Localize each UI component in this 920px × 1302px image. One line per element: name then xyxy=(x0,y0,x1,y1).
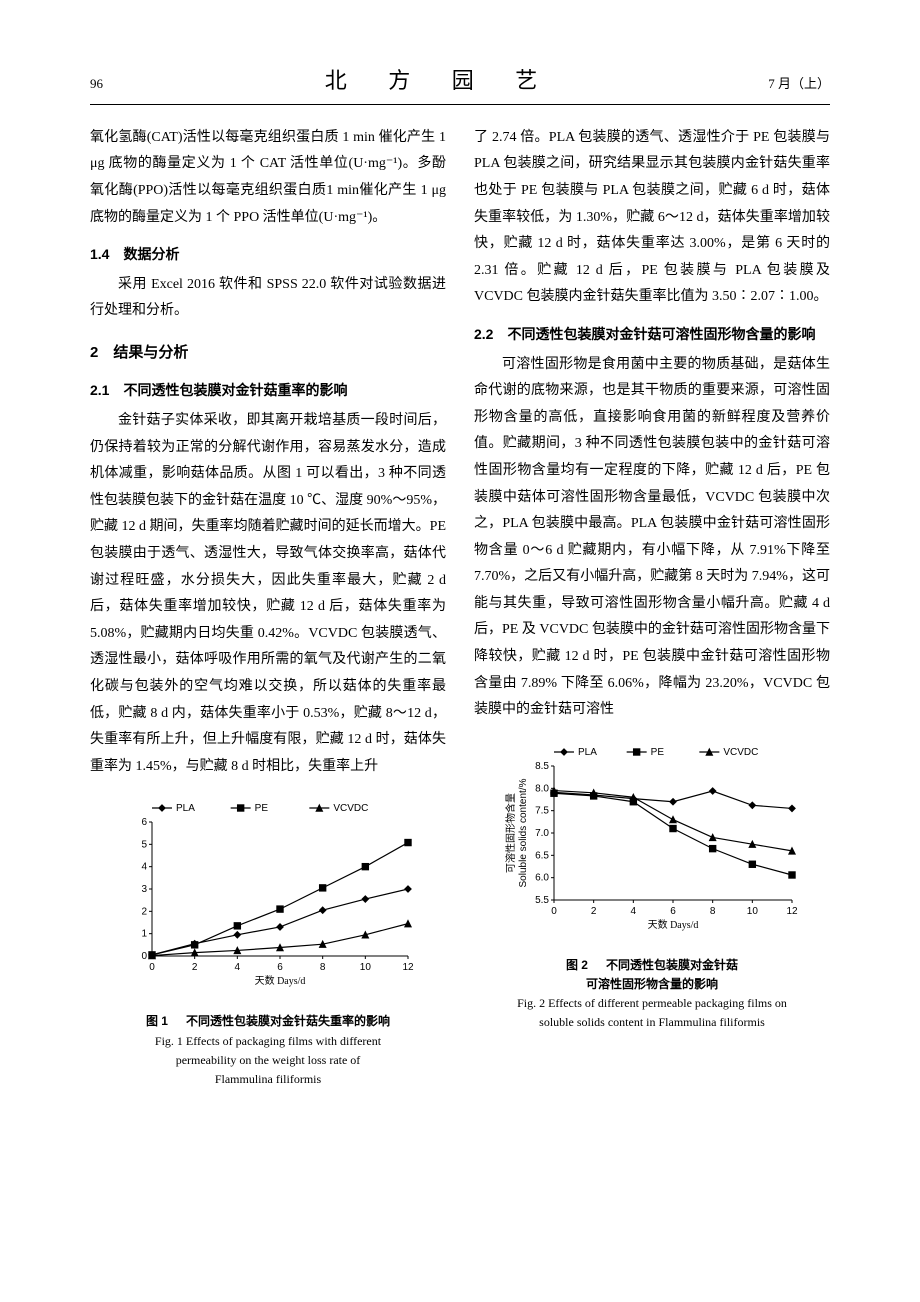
svg-text:Soluble solids content/%: Soluble solids content/% xyxy=(518,778,529,887)
para: 了 2.74 倍。PLA 包装膜的透气、透湿性介于 PE 包装膜与 PLA 包装… xyxy=(474,125,830,311)
svg-text:3: 3 xyxy=(141,884,147,895)
svg-text:VCVDC: VCVDC xyxy=(723,747,758,758)
svg-text:12: 12 xyxy=(402,962,414,973)
svg-text:PLA: PLA xyxy=(176,803,195,814)
journal-title: 北 方 园 艺 xyxy=(150,60,730,102)
svg-text:6: 6 xyxy=(670,906,676,917)
svg-text:8.0: 8.0 xyxy=(535,783,549,794)
figure-1-caption: 图 1 不同透性包装膜对金针菇失重率的影响 Fig. 1 Effects of … xyxy=(90,1012,446,1089)
svg-text:VCVDC: VCVDC xyxy=(333,803,368,814)
right-column: 了 2.74 倍。PLA 包装膜的透气、透湿性介于 PE 包装膜与 PLA 包装… xyxy=(474,125,830,1089)
svg-text:10: 10 xyxy=(360,962,372,973)
issue-label: 7 月（上） xyxy=(730,72,830,97)
svg-text:1: 1 xyxy=(141,929,147,940)
fig-label: 图 2 xyxy=(566,958,588,972)
svg-text:8: 8 xyxy=(710,906,716,917)
svg-text:6.5: 6.5 xyxy=(535,850,549,861)
svg-text:0: 0 xyxy=(149,962,155,973)
para: 金针菇子实体采收，即其离开栽培基质一段时间后，仍保持着较为正常的分解代谢作用，容… xyxy=(90,408,446,780)
svg-text:天数 Days/d: 天数 Days/d xyxy=(255,974,306,987)
figure-2-chart: PLA PE VCVDC 5.5 6.0 6.5 7.0 7.5 8.0 8.5 0 2 4 6 8 10 12… xyxy=(502,742,802,952)
figure-1-chart: PLAPEVCVDC0123456024681012天数 Days/d xyxy=(118,798,418,1008)
fig-title-en-1: Fig. 1 Effects of packaging films with d… xyxy=(155,1034,381,1048)
svg-text:天数 Days/d: 天数 Days/d xyxy=(648,918,699,931)
figure-1: PLAPEVCVDC0123456024681012天数 Days/d 图 1 … xyxy=(90,798,446,1089)
svg-text:10: 10 xyxy=(747,906,759,917)
svg-text:8: 8 xyxy=(320,962,326,973)
fig-title-en-2-pre: soluble solids content in xyxy=(539,1015,658,1029)
section-1-4-heading: 1.4 数据分析 xyxy=(90,241,446,268)
running-head: 96 北 方 园 艺 7 月（上） xyxy=(90,60,830,105)
fig-title-en-2-italic: Flammulina filiformis xyxy=(659,1015,765,1029)
svg-text:4: 4 xyxy=(631,906,637,917)
fig-title-zh-1: 不同透性包装膜对金针菇 xyxy=(606,958,738,972)
svg-text:5: 5 xyxy=(141,840,147,851)
svg-text:4: 4 xyxy=(141,862,147,873)
fig-label: 图 1 xyxy=(146,1014,168,1028)
body-columns: 氧化氢酶(CAT)活性以每毫克组织蛋白质 1 min 催化产生 1 μg 底物的… xyxy=(90,125,830,1089)
svg-text:5.5: 5.5 xyxy=(535,895,549,906)
section-2-2-heading: 2.2 不同透性包装膜对金针菇可溶性固形物含量的影响 xyxy=(474,321,830,348)
svg-text:6.0: 6.0 xyxy=(535,873,549,884)
left-column: 氧化氢酶(CAT)活性以每毫克组织蛋白质 1 min 催化产生 1 μg 底物的… xyxy=(90,125,446,1089)
svg-text:PE: PE xyxy=(255,803,269,814)
svg-text:12: 12 xyxy=(786,906,798,917)
svg-text:PLA: PLA xyxy=(578,747,597,758)
svg-text:PE: PE xyxy=(651,747,665,758)
para: 氧化氢酶(CAT)活性以每毫克组织蛋白质 1 min 催化产生 1 μg 底物的… xyxy=(90,125,446,231)
section-2-heading: 2 结果与分析 xyxy=(90,339,446,368)
svg-text:可溶性固形物含量: 可溶性固形物含量 xyxy=(504,793,517,873)
svg-text:6: 6 xyxy=(277,962,283,973)
section-2-1-heading: 2.1 不同透性包装膜对金针菇重率的影响 xyxy=(90,377,446,404)
svg-text:0: 0 xyxy=(551,906,557,917)
fig-title-en-2: permeability on the weight loss rate of xyxy=(176,1053,361,1067)
svg-text:4: 4 xyxy=(235,962,241,973)
svg-text:2: 2 xyxy=(192,962,198,973)
page-number: 96 xyxy=(90,72,150,97)
fig-title-zh: 不同透性包装膜对金针菇失重率的影响 xyxy=(186,1014,390,1028)
svg-text:7.0: 7.0 xyxy=(535,828,549,839)
figure-2: PLA PE VCVDC 5.5 6.0 6.5 7.0 7.5 8.0 8.5 0 2 4 6 8 10 12… xyxy=(474,742,830,1033)
figure-2-caption: 图 2 不同透性包装膜对金针菇 可溶性固形物含量的影响 Fig. 2 Effec… xyxy=(474,956,830,1033)
svg-text:2: 2 xyxy=(141,907,147,918)
fig-title-en-1: Fig. 2 Effects of different permeable pa… xyxy=(517,996,787,1010)
para: 可溶性固形物是食用菌中主要的物质基础，是菇体生命代谢的底物来源，也是其干物质的重… xyxy=(474,352,830,724)
fig-title-zh-2: 可溶性固形物含量的影响 xyxy=(586,977,718,991)
para: 采用 Excel 2016 软件和 SPSS 22.0 软件对试验数据进行处理和… xyxy=(90,272,446,325)
svg-text:7.5: 7.5 xyxy=(535,806,549,817)
svg-text:8.5: 8.5 xyxy=(535,761,549,772)
fig-title-en-3: Flammulina filiformis xyxy=(215,1072,321,1086)
svg-text:6: 6 xyxy=(141,817,147,828)
svg-text:2: 2 xyxy=(591,906,597,917)
svg-text:0: 0 xyxy=(141,951,147,962)
